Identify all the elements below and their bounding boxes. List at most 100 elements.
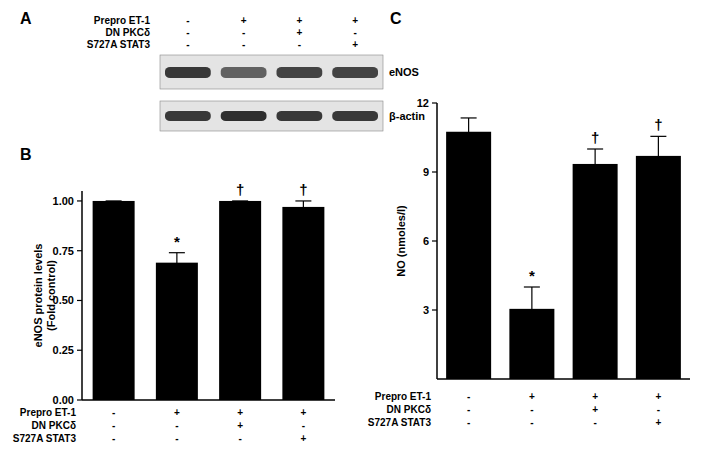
condition-mark: - bbox=[530, 417, 533, 428]
condition-label: S727A STAT3 bbox=[368, 417, 432, 428]
condition-label: DN PKCδ bbox=[387, 404, 431, 415]
condition-label: DN PKCδ bbox=[32, 420, 76, 431]
blot-band bbox=[221, 67, 267, 78]
error-cap bbox=[295, 200, 311, 201]
significance: * bbox=[174, 233, 180, 250]
y-axis-label: eNOS protein levels(Fold control) bbox=[32, 244, 57, 348]
y-tick-label: 1.00 bbox=[53, 195, 74, 207]
y-tick-label: 12 bbox=[417, 97, 429, 109]
condition-mark: - bbox=[302, 420, 305, 431]
blot-band bbox=[332, 67, 378, 78]
y-axis-label-line: NO (nmoles/l) bbox=[395, 205, 407, 277]
marks bbox=[446, 118, 681, 379]
condition-mark: - bbox=[186, 27, 189, 38]
blot-band bbox=[332, 111, 378, 121]
y-tick-label: 0.00 bbox=[53, 394, 74, 406]
significance: * bbox=[529, 267, 535, 284]
marks bbox=[93, 201, 325, 400]
y-tick bbox=[432, 171, 437, 172]
bar bbox=[446, 132, 491, 379]
blot-band bbox=[277, 67, 323, 78]
panel-label: A bbox=[20, 10, 32, 27]
bar bbox=[93, 201, 135, 400]
condition-mark: + bbox=[592, 404, 598, 415]
error-cap bbox=[524, 286, 540, 287]
significance: † bbox=[654, 116, 662, 133]
condition-mark: + bbox=[296, 27, 302, 38]
condition-mark: - bbox=[467, 404, 470, 415]
blot-band bbox=[277, 111, 323, 121]
condition-mark: - bbox=[175, 433, 178, 444]
condition-mark: + bbox=[174, 407, 180, 418]
condition-mark: + bbox=[352, 15, 358, 26]
condition-mark: - bbox=[186, 15, 189, 26]
condition-mark: + bbox=[655, 391, 661, 402]
condition-label: Prepro ET-1 bbox=[375, 391, 432, 402]
condition-mark: + bbox=[237, 407, 243, 418]
condition-label: S727A STAT3 bbox=[87, 39, 151, 50]
condition-mark: - bbox=[593, 417, 596, 428]
y-tick-label: 6 bbox=[423, 235, 429, 247]
condition-mark: + bbox=[352, 39, 358, 50]
y-tick-label: 0.25 bbox=[53, 344, 74, 356]
error-cap bbox=[461, 117, 477, 118]
condition-mark: + bbox=[296, 15, 302, 26]
condition-mark: + bbox=[300, 433, 306, 444]
blot-band bbox=[165, 111, 211, 121]
panel-label: C bbox=[390, 10, 402, 27]
bar bbox=[636, 156, 681, 379]
band-label: β-actin bbox=[389, 110, 425, 122]
y-tick-label: 9 bbox=[423, 166, 429, 178]
bar bbox=[282, 207, 324, 400]
y-tick bbox=[77, 300, 82, 301]
blot-panel bbox=[160, 55, 383, 89]
condition-mark: - bbox=[175, 420, 178, 431]
condition-mark: + bbox=[300, 407, 306, 418]
condition-label: Prepro ET-1 bbox=[20, 407, 77, 418]
y-tick bbox=[77, 399, 82, 400]
condition-mark: - bbox=[186, 39, 189, 50]
condition-mark: + bbox=[592, 391, 598, 402]
condition-mark: + bbox=[237, 420, 243, 431]
y-axis-label: NO (nmoles/l) bbox=[395, 205, 407, 277]
condition-mark: + bbox=[241, 15, 247, 26]
condition-label: Prepro ET-1 bbox=[94, 15, 151, 26]
y-tick bbox=[77, 350, 82, 351]
y-axis-label-line: eNOS protein levels bbox=[32, 244, 44, 348]
condition-mark: - bbox=[530, 404, 533, 415]
significance: † bbox=[299, 181, 307, 198]
bar bbox=[573, 164, 618, 379]
condition-mark: - bbox=[298, 39, 301, 50]
y-tick bbox=[432, 102, 437, 103]
condition-mark: - bbox=[467, 391, 470, 402]
y-tick bbox=[77, 250, 82, 251]
bar bbox=[219, 201, 261, 400]
condition-mark: - bbox=[238, 433, 241, 444]
chart: B0.000.250.500.751.00eNOS protein levels… bbox=[13, 146, 335, 444]
panel-label: B bbox=[20, 146, 32, 163]
bar bbox=[156, 263, 198, 400]
figure: APrepro ET-1-+++DN PKCδ--+-S727A STAT3--… bbox=[0, 0, 714, 453]
condition-mark: - bbox=[242, 39, 245, 50]
y-axis bbox=[81, 191, 83, 400]
blot-band bbox=[221, 111, 267, 121]
y-tick bbox=[432, 240, 437, 241]
condition-mark: - bbox=[467, 417, 470, 428]
bar bbox=[509, 309, 554, 379]
chart: C 3 6 9 12 NO (nmoles/l) * † † Prepro ET-1 - + + + DN … bbox=[368, 10, 690, 428]
y-tick bbox=[77, 200, 82, 201]
condition-mark: - bbox=[112, 433, 115, 444]
y-tick-label: 3 bbox=[423, 304, 429, 316]
condition-mark: - bbox=[353, 27, 356, 38]
condition-mark: + bbox=[529, 391, 535, 402]
error-cap bbox=[650, 136, 666, 137]
band-label: eNOS bbox=[389, 66, 419, 78]
y-tick bbox=[432, 309, 437, 310]
blot-band bbox=[165, 67, 211, 78]
significance: † bbox=[591, 129, 599, 146]
y-tick-label: 0.75 bbox=[53, 245, 74, 257]
condition-label: DN PKCδ bbox=[106, 27, 150, 38]
condition-mark: + bbox=[655, 417, 661, 428]
blot-panel bbox=[160, 101, 383, 131]
condition-mark: - bbox=[112, 407, 115, 418]
